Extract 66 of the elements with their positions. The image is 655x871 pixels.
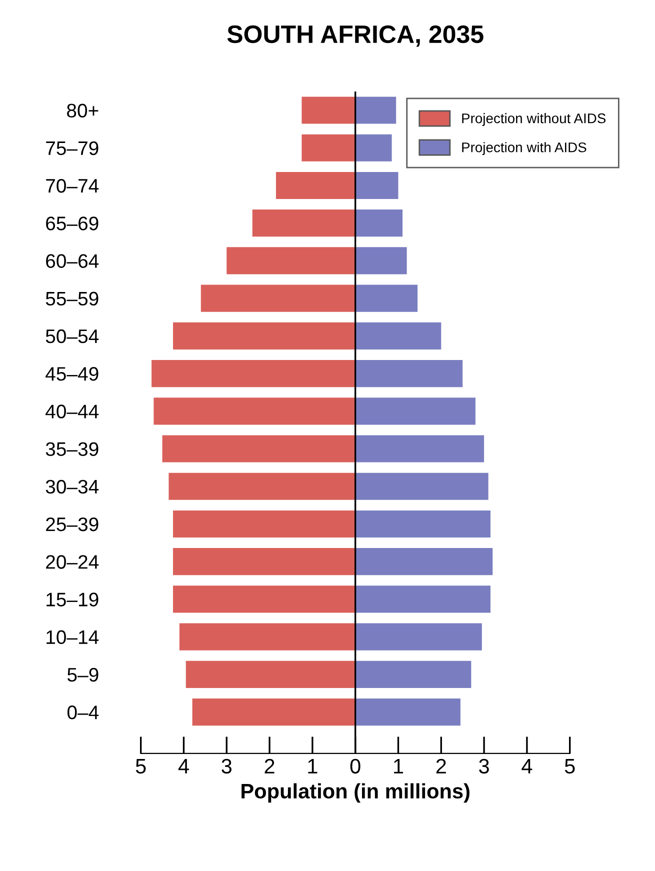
- bar: [355, 623, 482, 650]
- y-tick-label: 20–24: [46, 555, 99, 569]
- y-tick-label: 50–54: [46, 329, 99, 344]
- bar: [355, 660, 472, 688]
- bar: [355, 472, 488, 500]
- bar: [173, 586, 356, 613]
- x-tick-label: 0: [350, 758, 360, 774]
- legend-label: Projection with AIDS: [462, 142, 586, 156]
- x-tick-label: 4: [178, 759, 189, 774]
- bar: [152, 360, 356, 388]
- y-tick-label: 15–19: [46, 592, 98, 606]
- bar: [355, 360, 463, 388]
- bar: [355, 322, 442, 350]
- y-tick-label: 10–14: [46, 630, 99, 644]
- bar: [179, 623, 356, 650]
- bar: [302, 134, 356, 162]
- y-tick-label: 5–9: [67, 668, 98, 682]
- bar: [355, 134, 392, 162]
- bar: [252, 210, 356, 237]
- bar: [173, 322, 356, 350]
- bar: [173, 548, 356, 576]
- chart-title: SOUTH AFRICA, 2035: [227, 25, 484, 47]
- y-tick-label: 80+: [67, 104, 98, 118]
- y-tick-label: 65–69: [46, 216, 98, 230]
- x-tick-label: 2: [436, 758, 446, 774]
- y-tick-label: 35–39: [46, 442, 98, 456]
- legend-label: Projection without AIDS: [462, 113, 606, 126]
- bar: [192, 698, 356, 726]
- bar: [355, 398, 476, 425]
- y-tick-label: 70–74: [46, 178, 99, 193]
- bar: [355, 510, 490, 538]
- bar: [173, 510, 356, 538]
- bar: [355, 210, 403, 237]
- bar: [200, 284, 356, 312]
- y-tick-label: 45–49: [46, 367, 98, 381]
- y-tick-label: 30–34: [46, 480, 99, 494]
- x-tick-label: 1: [394, 759, 404, 774]
- bar: [355, 172, 398, 200]
- x-tick-label: 5: [136, 759, 146, 774]
- x-tick-label: 3: [222, 758, 232, 774]
- y-tick-label: 55–59: [46, 292, 98, 306]
- y-tick-label: 60–64: [46, 254, 99, 268]
- bar: [355, 435, 484, 462]
- x-tick-label: 5: [564, 759, 575, 774]
- bar: [302, 96, 356, 124]
- x-tick-label: 2: [264, 758, 274, 774]
- bar: [355, 247, 407, 274]
- bar: [168, 472, 356, 500]
- bar: [276, 172, 356, 200]
- y-tick-label: 40–44: [46, 404, 99, 418]
- y-tick-label: 75–79: [46, 141, 98, 156]
- bar: [355, 548, 493, 576]
- bar: [186, 660, 356, 688]
- x-tick-label: 3: [479, 758, 489, 774]
- x-axis-title: Population (in millions): [242, 783, 470, 803]
- y-tick-label: 0–4: [67, 706, 99, 720]
- bar: [355, 586, 490, 613]
- bar: [355, 284, 418, 312]
- bar: [355, 698, 460, 726]
- bar: [154, 398, 356, 425]
- bar: [355, 96, 396, 124]
- y-tick-label: 25–39: [46, 517, 98, 532]
- x-tick-label: 4: [522, 759, 532, 774]
- x-tick-label: 1: [308, 759, 318, 774]
- bar: [162, 435, 356, 462]
- bar: [226, 247, 356, 274]
